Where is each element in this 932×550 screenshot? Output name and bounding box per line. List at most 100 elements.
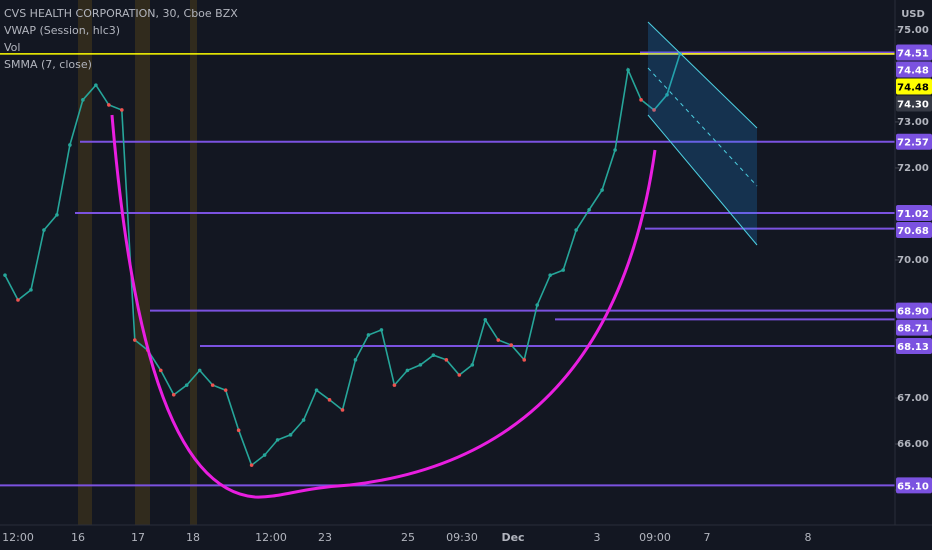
price-point [275,438,280,442]
price-point [340,408,345,412]
x-tick-label: 09:00 [639,531,671,544]
session-band [190,0,197,525]
price-tag [896,133,932,150]
price-point [184,383,189,387]
price-point [120,108,124,112]
y-tick-label: 67.00 [897,393,929,404]
price-point [392,383,397,387]
x-tick-label: 16 [71,531,85,544]
price-point [210,383,215,387]
x-tick-label: 7 [704,531,711,544]
price-point [223,388,228,392]
price-point [29,288,33,292]
price-point [665,92,669,97]
x-tick-label: 18 [186,531,200,544]
cup-curve [110,114,657,499]
session-band [135,0,150,525]
price-point [522,358,527,362]
price-point [535,303,540,307]
price-point [613,148,617,152]
price-point [483,317,488,322]
price-tag-label: 65.10 [897,481,929,492]
price-tag-label: 74.48 [897,65,929,76]
x-tick-label: 09:30 [446,531,478,544]
price-point [171,392,176,397]
price-point [444,358,449,362]
price-point [587,208,591,212]
price-point [133,338,137,342]
currency: USD [901,9,925,20]
price-tag [896,78,932,95]
price-point [639,98,643,102]
price-tag-label: 72.57 [897,138,929,149]
price-point [81,98,85,102]
indicator: SMMA (7, close) [4,58,92,71]
price-tag [896,338,932,355]
channel [648,22,757,245]
session-bands [78,0,197,525]
price-point [574,228,578,232]
price-point [314,388,319,392]
price-point [55,213,59,217]
price-tag [896,477,932,494]
price-tag-label: 74.51 [897,48,929,59]
price-point [107,103,111,107]
channel-upper [647,21,758,129]
indicator: VWAP (Session, hlc3) [4,24,120,37]
price-tag [896,61,932,78]
y-tick-label: 75.00 [897,25,929,36]
price-tag [896,222,932,239]
price-tag [896,95,932,112]
price-point [249,463,254,467]
price-tag [896,302,932,319]
price-point [262,453,267,457]
price-point [158,368,163,373]
price-point [509,343,514,347]
chart-title: CVS HEALTH CORPORATION, 30, Cboe BZX [4,7,238,20]
price-point [418,363,423,367]
price-point [16,298,20,302]
price-point [301,418,306,422]
price-tag-label: 71.02 [897,209,929,220]
price-tag [896,44,932,61]
price-point [470,363,475,367]
price-point [405,368,410,373]
x-tick-label: 3 [594,531,601,544]
price-point [561,268,565,272]
price-point [288,433,293,437]
price-point [600,188,604,192]
indicator: Vol [4,41,20,54]
price-tag-label: 74.48 [897,82,929,93]
price-point [197,368,202,373]
price-point [42,228,46,232]
price-point [366,333,371,337]
price-point [236,428,241,433]
price-tag [896,319,932,336]
price-tag-label: 68.90 [897,307,929,318]
price-point [3,273,7,277]
channel-mid [647,67,758,187]
price-point [94,83,98,87]
price-point [431,353,436,358]
x-tick-label: 12:00 [255,531,287,544]
price-tag-label: 70.68 [897,226,929,237]
x-tick-label: 12:00 [2,531,34,544]
price-tag-label: 68.71 [897,324,929,335]
price-point [626,68,630,72]
y-tick-label: 70.00 [897,255,929,266]
price-point [652,108,656,112]
y-tick-label: 72.00 [897,163,929,174]
price-point [457,373,462,377]
price-point [327,398,332,402]
y-tick-label: 73.00 [897,117,929,128]
channel-lower [647,114,758,246]
y-tick-label: 66.00 [897,439,929,450]
price-point [548,273,552,277]
x-tick-label: 17 [131,531,145,544]
levels [0,51,895,487]
price-point [68,143,72,147]
price-point [496,338,501,342]
x-tick-label: 8 [805,531,812,544]
